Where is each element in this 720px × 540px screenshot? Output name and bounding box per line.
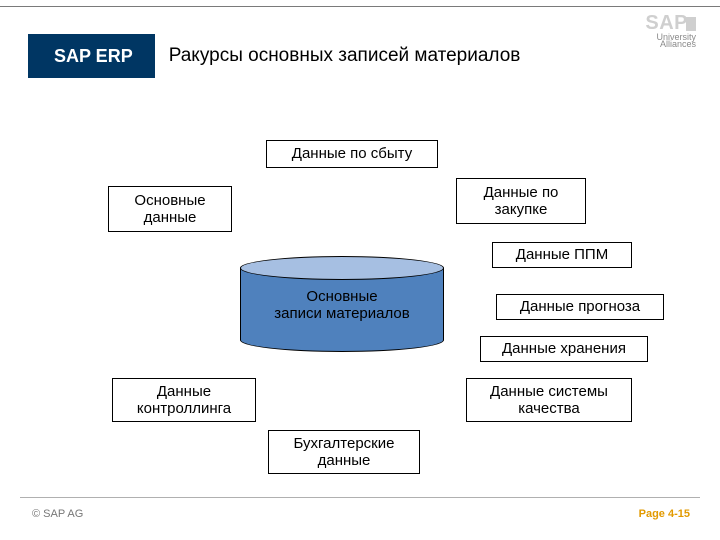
box-forecast: Данные прогноза (496, 294, 664, 320)
brand-sub2: Alliances (645, 40, 696, 49)
box-quality: Данные системыкачества (466, 378, 632, 422)
brand-logo: SAP University Alliances (645, 12, 696, 50)
db-top-ellipse (240, 256, 444, 280)
db-label: Основныезаписи материалов (240, 288, 444, 323)
box-storage: Данные хранения (480, 336, 648, 362)
db-cylinder: Основныезаписи материалов (240, 256, 444, 352)
box-sales: Данные по сбыту (266, 140, 438, 168)
brand-box-icon (686, 17, 696, 31)
slide: SAP University Alliances SAP ERP Ракурсы… (0, 0, 720, 540)
page-number: Page 4-15 (639, 508, 690, 520)
title-badge: SAP ERP (28, 34, 155, 78)
box-accounting: Бухгалтерскиеданные (268, 430, 420, 474)
copyright: © SAP AG (32, 508, 83, 520)
box-purch: Данные позакупке (456, 178, 586, 224)
title-text: Ракурсы основных записей материалов (155, 34, 521, 78)
box-ppm: Данные ППМ (492, 242, 632, 268)
brand-main-text: SAP (645, 12, 688, 34)
box-controlling: Данныеконтроллинга (112, 378, 256, 422)
title-bar: SAP ERP Ракурсы основных записей материа… (28, 34, 520, 78)
footer-divider (20, 497, 700, 498)
box-basic: Основныеданные (108, 186, 232, 232)
top-divider (0, 6, 720, 7)
